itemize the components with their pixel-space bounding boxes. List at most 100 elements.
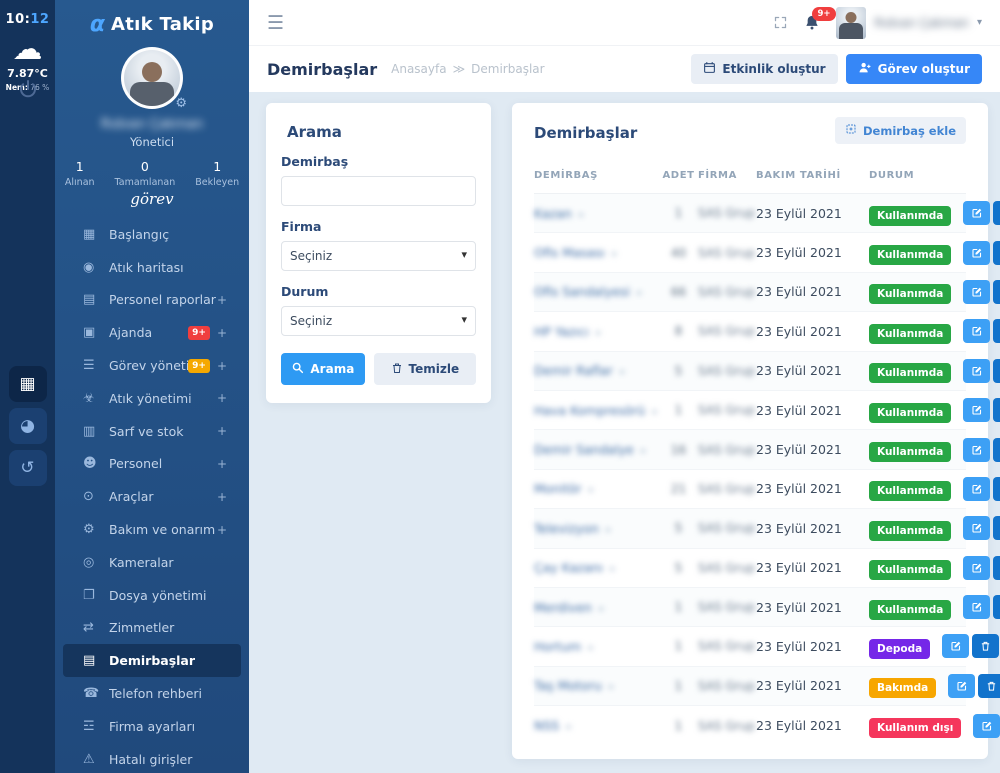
sidebar-item-bakım-ve-onarım[interactable]: ⚙ Bakım ve onarım + [63,513,241,546]
create-event-button[interactable]: Etkinlik oluştur [691,54,838,84]
calendar-icon [703,61,716,77]
avatar[interactable] [121,47,183,109]
edit-button[interactable] [963,201,991,226]
menu-item-badge: 9+ [188,325,210,340]
apps-grid-icon[interactable]: ▦ [8,366,47,402]
user-menu[interactable]: Rıdvan Çakman ▾ [836,6,982,39]
status-badge: Kullanımda [869,284,952,305]
edit-button[interactable] [963,398,991,423]
asset-name-link[interactable]: NSS + [534,718,573,734]
sidebar-item-hatalı-girişler[interactable]: ⚠ Hatalı girişler [63,743,241,773]
gears-icon: ⚙ [83,522,95,538]
sidebar-item-kameralar[interactable]: ◎ Kameralar [63,546,241,579]
sidebar-item-başlangıç[interactable]: ▦ Başlangıç [63,218,241,251]
asset-status: Kullanımda [869,519,952,541]
add-asset-button[interactable]: Demirbaş ekle [835,117,966,144]
stat-label: Tamamlanan [114,177,176,188]
hamburger-menu-icon[interactable]: ☰ [267,11,285,34]
topbar-right: 9+ Rıdvan Çakman ▾ [773,6,982,39]
asset-name-link[interactable]: Merdiven + [534,599,606,615]
durum-select[interactable]: Seçiniz [281,306,476,336]
pie-chart-icon[interactable]: ◕ [8,408,47,444]
sidebar-item-zimmetler[interactable]: ⇄ Zimmetler [63,612,241,645]
delete-button[interactable] [993,437,1000,462]
delete-button[interactable] [993,201,1000,226]
table-row: Hortum + 1 SAS Grup 23 Eylül 2021 Depoda [534,627,1000,667]
asset-name-link[interactable]: Hortum + [534,638,595,654]
sidebar-item-telefon-rehberi[interactable]: ☎ Telefon rehberi [63,677,241,710]
search-button[interactable]: Arama [281,353,365,385]
asset-name-link[interactable]: HP Yazıcı + [534,323,603,339]
edit-button[interactable] [963,595,991,620]
breadcrumb-home[interactable]: Anasayfa [391,62,447,76]
stat-alinan: 1 Alınan [55,159,105,188]
asset-name-link[interactable]: Ofis Sandalyesi + [534,284,644,300]
table-row: Ofis Masası + 40 SAS Grup 23 Eylül 2021 K… [534,233,1000,273]
gear-icon[interactable]: ⚙ [175,96,187,111]
edit-button[interactable] [973,713,1000,738]
edit-button[interactable] [963,555,991,580]
asset-maintenance-date: 23 Eylül 2021 [756,599,842,615]
app-logo[interactable]: α Atık Takip [55,12,249,37]
edit-button[interactable] [963,319,991,344]
sidebar-item-araçlar[interactable]: ⊙ Araçlar + [63,480,241,513]
edit-button[interactable] [942,634,970,659]
asset-name-link[interactable]: Çay Kazanı + [534,560,617,576]
edit-button[interactable] [963,516,991,541]
edit-button[interactable] [963,358,991,383]
sidebar-item-ajanda[interactable]: ▣ Ajanda 9+ + [63,316,241,349]
table-row: Monitör + 21 SAS Grup 23 Eylül 2021 Kulla… [534,470,1000,510]
sidebar-item-atık-yönetimi[interactable]: ☣ Atık yönetimi + [63,382,241,415]
delete-button[interactable] [993,358,1000,383]
delete-button[interactable] [993,319,1000,344]
edit-button[interactable] [963,240,991,265]
delete-button[interactable] [993,595,1000,620]
table-row: Televizyon + 5 SAS Grup 23 Eylül 2021 Kul… [534,509,1000,549]
asset-name-link[interactable]: Monitör + [534,481,595,497]
delete-button[interactable] [993,516,1000,541]
history-icon[interactable]: ↺ [8,450,47,486]
delete-button[interactable] [993,476,1000,501]
asset-name-link[interactable]: Ofis Masası + [534,245,619,261]
edit-button[interactable] [963,476,991,501]
sliders-icon: ☲ [83,718,95,734]
sidebar-item-görev-yönetimi[interactable]: ☰ Görev yönetimi 9+ + [63,349,241,382]
delete-button[interactable] [993,555,1000,580]
delete-button[interactable] [993,398,1000,423]
create-task-button[interactable]: Görev oluştur [845,54,982,84]
edit-button[interactable] [963,279,991,304]
sidebar-item-firma-ayarları[interactable]: ☲ Firma ayarları [63,710,241,743]
delete-button[interactable] [978,673,1000,698]
assets-panel-title: Demirbaşlar [534,123,638,142]
demirbas-input[interactable] [281,176,476,206]
delete-button[interactable] [972,634,1000,659]
sidebar-item-dosya-yönetimi[interactable]: ❐ Dosya yönetimi [63,579,241,612]
asset-name-link[interactable]: Demir Raflar + [534,363,627,379]
power-icon[interactable] [16,78,40,102]
asset-name-link[interactable]: Kazan + [534,205,586,221]
edit-button[interactable] [948,673,976,698]
sidebar-item-demirbaşlar[interactable]: ▤ Demirbaşlar [63,644,241,678]
delete-button[interactable] [993,240,1000,265]
asset-name-link[interactable]: Hava Kompresörü + [534,402,659,418]
asset-name-link[interactable]: Demir Sandalye + [534,442,648,458]
sidebar-item-sarf-ve-stok[interactable]: ▥ Sarf ve stok + [63,415,241,448]
menu-item-label: Telefon rehberi [109,686,203,702]
notifications-bell-icon[interactable]: 9+ [804,7,836,31]
firma-select[interactable]: Seçiniz [281,241,476,271]
row-actions [963,555,1000,580]
delete-button[interactable] [993,279,1000,304]
user-avatar [836,6,867,39]
asset-name-link[interactable]: Televizyon + [534,520,613,536]
asset-name-link[interactable]: Taş Motoru + [534,678,616,694]
asset-qty: 1 [674,403,683,418]
sidebar-item-atık-haritası[interactable]: ◉ Atık haritası [63,251,241,284]
sidebar-item-personel-raporları[interactable]: ▤ Personel raporları + [63,284,241,317]
edit-button[interactable] [963,437,991,462]
sidebar-item-personel[interactable]: ☻ Personel + [63,448,241,481]
create-task-label: Görev oluştur [877,62,970,76]
row-expand-icon: + [603,524,613,536]
clear-button[interactable]: Temizle [373,353,476,385]
asset-maintenance-date: 23 Eylül 2021 [756,638,842,654]
fullscreen-icon[interactable] [773,15,788,30]
